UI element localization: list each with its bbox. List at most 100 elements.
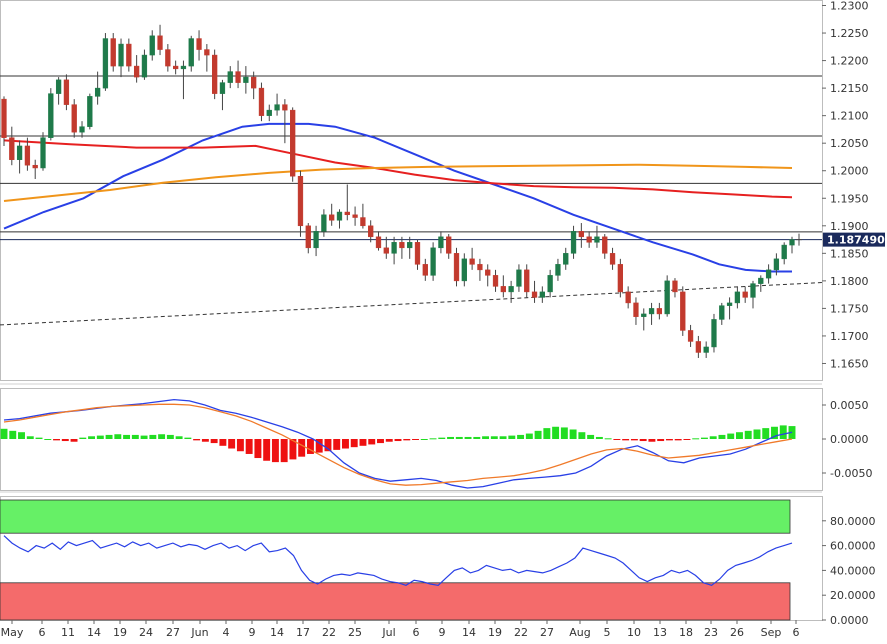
macd-histogram-bar (114, 434, 122, 439)
candle-body (609, 253, 616, 265)
y-tick-label: 60.0000 (830, 540, 876, 553)
x-tick-label: 18 (679, 626, 693, 639)
macd-histogram-bar (184, 437, 192, 439)
y-tick-label: 40.0000 (830, 564, 876, 577)
macd-histogram-bar (473, 436, 481, 439)
macd-histogram-bar (96, 435, 104, 439)
candle-body (765, 269, 772, 279)
candle-body (157, 35, 163, 50)
macd-histogram-bar (420, 439, 428, 440)
candle-body (648, 308, 655, 315)
y-tick-label: 1.2300 (830, 0, 869, 13)
macd-histogram-bar (700, 437, 708, 439)
macd-histogram-bar (665, 439, 673, 441)
candle-body (305, 225, 311, 249)
x-tick-label: 17 (296, 626, 310, 639)
macd-histogram-bar (613, 439, 621, 440)
macd-histogram-bar (604, 438, 612, 440)
macd-histogram-bar (394, 439, 402, 442)
candle-body (414, 242, 421, 265)
macd-histogram-bar (490, 436, 498, 439)
candle-body (625, 291, 631, 304)
candle-body (94, 87, 101, 97)
macd-histogram-bar (587, 434, 595, 439)
macd-histogram-bar (9, 430, 17, 439)
macd-histogram-bar (482, 436, 490, 439)
y-tick-label: 0.0000 (830, 614, 869, 627)
macd-histogram-bar (762, 428, 770, 439)
macd-histogram-bar (657, 439, 665, 442)
y-tick-label: 1.1950 (830, 192, 869, 205)
candle-body (344, 211, 350, 216)
macd-histogram-bar (464, 436, 472, 439)
signal-line (3, 403, 793, 486)
macd-panel: 0.0050 0.0000 -0.0050 (0, 398, 872, 489)
y-tick-label: 1.2250 (830, 27, 869, 40)
x-tick-label: Jun (190, 626, 208, 639)
candle-body (399, 242, 405, 249)
macd-histogram-bar (79, 437, 87, 439)
candle-body (212, 54, 218, 94)
candle-body (118, 43, 124, 67)
macd-histogram-bar (0, 428, 8, 439)
macd-histogram-bar (569, 429, 577, 439)
candle-body (227, 71, 233, 83)
x-tick-label: 25 (348, 626, 362, 639)
candle-body (492, 275, 499, 287)
candle-body (734, 291, 741, 304)
y-tick-label: 1.1750 (830, 302, 869, 315)
y-tick-label: 1.2100 (830, 110, 869, 123)
trendline (0, 282, 823, 326)
candle-body (290, 109, 296, 177)
price-panel: 1.2300 1.2250 1.2200 1.2150 1.2100 1.2050 1.20… (0, 0, 885, 370)
panel-border-main (0, 0, 823, 381)
x-tick-label: 6 (793, 626, 800, 639)
x-tick-label: 19 (488, 626, 502, 639)
candle-body (297, 175, 304, 227)
macd-histogram-bar (298, 439, 306, 457)
candle-body (578, 231, 584, 238)
candle-body (63, 79, 70, 105)
macd-histogram-bar (70, 439, 78, 442)
macd-histogram-bar (359, 439, 367, 446)
candle-body (16, 145, 23, 160)
rsi-line (3, 535, 793, 586)
y-tick-label: 1.1700 (830, 330, 869, 343)
candle-body (539, 291, 545, 298)
x-tick-label: Sep (761, 626, 782, 639)
candle-body (438, 236, 444, 249)
candle-body (329, 214, 335, 221)
candle-body (126, 43, 132, 67)
candle-body (24, 145, 31, 166)
candle-body (165, 49, 171, 67)
candle-body (687, 330, 694, 342)
macd-histogram-bar (61, 439, 69, 442)
candle-body (336, 211, 343, 221)
candle-body (594, 236, 600, 243)
x-tick-label: 10 (627, 626, 641, 639)
candle-body (726, 302, 733, 306)
candle-body (391, 242, 397, 254)
candle-body (55, 79, 62, 94)
x-tick-label: 26 (730, 626, 744, 639)
macd-histogram-bar (271, 439, 279, 463)
x-tick-label: 6 (39, 626, 46, 639)
y-tick-label: 1.1900 (830, 220, 869, 233)
x-tick-label: 9 (249, 626, 256, 639)
candle-body (656, 308, 663, 315)
candle-body (9, 137, 15, 160)
candle-body (500, 286, 506, 293)
x-tick-label: 11 (61, 626, 75, 639)
y-tick-label: 1.2200 (830, 55, 869, 68)
macd-histogram-bar (595, 436, 603, 439)
macd-histogram-bar (744, 430, 752, 439)
macd-histogram-bar (578, 432, 586, 439)
macd-histogram-bar (342, 439, 349, 449)
y-tick-label: 1.2150 (830, 82, 869, 95)
candle-body (102, 38, 109, 89)
candle-body (188, 38, 194, 67)
candle-body (204, 49, 210, 56)
candle-body (570, 231, 577, 254)
panel-border-macd (0, 388, 823, 491)
candle-body (719, 305, 725, 320)
